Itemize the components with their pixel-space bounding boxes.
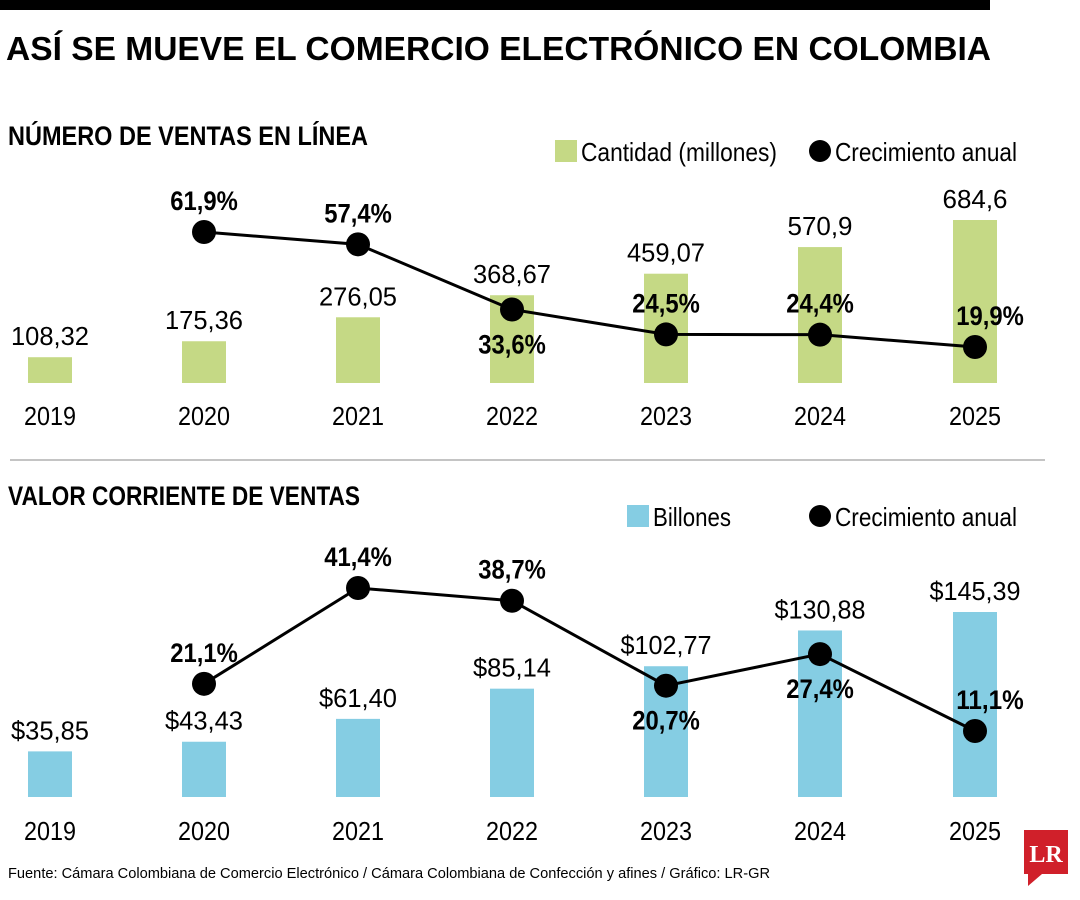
growth-label: 33,6% [478,329,546,359]
growth-point-2022 [500,588,524,613]
year-tick-label: 2023 [640,401,692,431]
bar-value-label: 276,05 [319,281,397,311]
year-tick-label: 2019 [24,816,76,846]
bar-value-label: 108,32 [11,321,89,351]
year-tick-label: 2021 [332,816,384,846]
legend-label-line: Crecimiento anual [835,137,1017,167]
year-tick-label: 2022 [486,816,538,846]
growth-point-2024 [808,642,832,667]
bar-2019 [28,751,72,797]
growth-label: 20,7% [632,706,700,736]
growth-label: 38,7% [478,555,546,585]
bar-value-label: 570,9 [788,211,853,241]
bar-value-label: $130,88 [775,594,866,624]
growth-label: 27,4% [786,674,854,704]
lr-logo: LR [1024,830,1068,886]
legend-marker-line [809,140,831,162]
bar-value-label: 368,67 [473,259,551,289]
bar-2021 [336,317,380,383]
bar-value-label: $43,43 [165,706,243,736]
growth-label: 21,1% [170,638,238,668]
year-tick-label: 2020 [178,401,230,431]
source-note: Fuente: Cámara Colombiana de Comercio El… [8,865,770,882]
legend-label-bar: Billones [653,502,731,532]
chart-title: NÚMERO DE VENTAS EN LÍNEA [8,120,368,151]
bar-value-label: $145,39 [930,576,1021,606]
growth-point-2020 [192,220,216,244]
year-tick-label: 2019 [24,401,76,431]
bar-2019 [28,357,72,383]
growth-point-2021 [346,576,370,600]
bar-value-label: 459,07 [627,238,705,268]
bar-value-label: $35,85 [11,715,89,745]
year-tick-label: 2023 [640,816,692,846]
bar-value-label: 684,6 [943,184,1008,214]
bar-value-label: 175,36 [165,305,243,335]
growth-point-2023 [654,673,678,698]
bar-2021 [336,718,380,797]
year-tick-label: 2020 [178,816,230,846]
year-tick-label: 2021 [332,401,384,431]
bar-2020 [182,741,226,797]
growth-label: 57,4% [324,198,392,228]
top-rule [0,0,990,10]
bar-2025 [953,612,997,797]
growth-point-2022 [500,297,524,322]
bar-value-label: $85,14 [473,653,551,683]
growth-point-2024 [808,322,832,347]
legend-marker-line [809,505,831,527]
year-tick-label: 2025 [949,816,1001,846]
legend-swatch-bar [555,140,577,162]
bar-2024 [798,247,842,383]
year-tick-label: 2024 [794,401,846,431]
growth-line [203,586,976,733]
growth-line [203,230,976,349]
growth-label: 24,4% [786,289,854,319]
growth-label: 41,4% [324,542,392,572]
page-title: ASÍ SE MUEVE EL COMERCIO ELECTRÓNICO EN … [6,30,991,67]
year-tick-label: 2022 [486,401,538,431]
growth-point-2025 [963,334,987,359]
legend-label-bar: Cantidad (millones) [581,137,777,167]
bar-2022 [490,688,534,797]
bar-2020 [182,341,226,383]
growth-point-2021 [346,232,370,257]
growth-label: 61,9% [170,186,238,216]
legend-swatch-bar [627,505,649,527]
chart-title: VALOR CORRIENTE DE VENTAS [8,481,360,511]
year-tick-label: 2024 [794,816,846,846]
growth-point-2020 [192,671,216,696]
growth-label: 11,1% [956,685,1024,715]
bar-value-label: $102,77 [621,630,712,660]
legend-label-line: Crecimiento anual [835,502,1017,532]
svg-text:LR: LR [1029,842,1063,868]
growth-point-2023 [654,322,678,347]
growth-point-2025 [963,719,987,744]
year-tick-label: 2025 [949,401,1001,431]
growth-label: 19,9% [956,301,1024,331]
growth-label: 24,5% [632,288,700,318]
bar-value-label: $61,40 [319,683,397,713]
